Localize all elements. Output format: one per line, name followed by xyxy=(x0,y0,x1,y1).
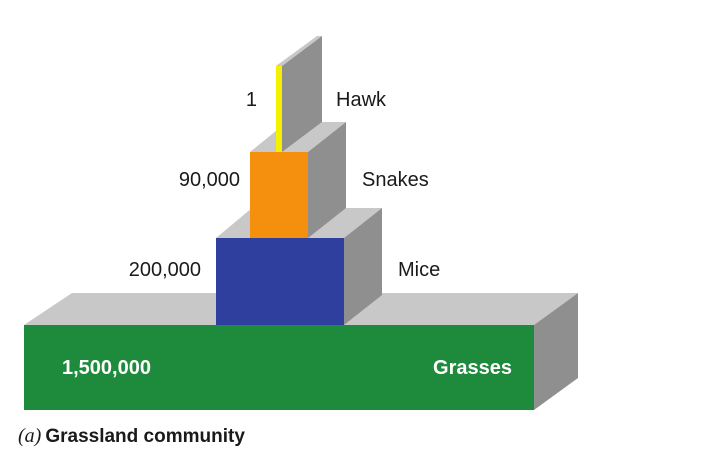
snakes-label: Snakes xyxy=(362,169,429,191)
figure-caption: (a) Grassland community xyxy=(18,425,245,448)
grasses-label: Grasses xyxy=(433,357,512,379)
hawk-top-face xyxy=(276,36,322,66)
hawk-front-face xyxy=(276,66,282,152)
number-pyramid-diagram: 1 Hawk 90,000 Snakes 200,000 Mice 1,500,… xyxy=(24,36,578,410)
hawk-label: Hawk xyxy=(336,89,387,111)
grasses-front-face xyxy=(24,325,534,410)
snakes-front-face xyxy=(250,152,308,238)
hawk-count: 1 xyxy=(246,89,257,111)
hawk-level xyxy=(276,36,322,152)
caption-text: Grassland community xyxy=(45,426,245,447)
grasses-level xyxy=(24,293,578,410)
snakes-count: 90,000 xyxy=(179,169,240,191)
mice-count: 200,000 xyxy=(129,259,201,281)
grasses-side-face xyxy=(534,293,578,410)
grasses-count: 1,500,000 xyxy=(62,357,151,379)
caption-letter: (a) xyxy=(18,425,42,447)
hawk-side-face xyxy=(282,36,322,152)
mice-label: Mice xyxy=(398,259,440,281)
mice-side-face xyxy=(344,208,382,325)
snakes-side-face xyxy=(308,122,346,238)
mice-front-face xyxy=(216,238,344,325)
